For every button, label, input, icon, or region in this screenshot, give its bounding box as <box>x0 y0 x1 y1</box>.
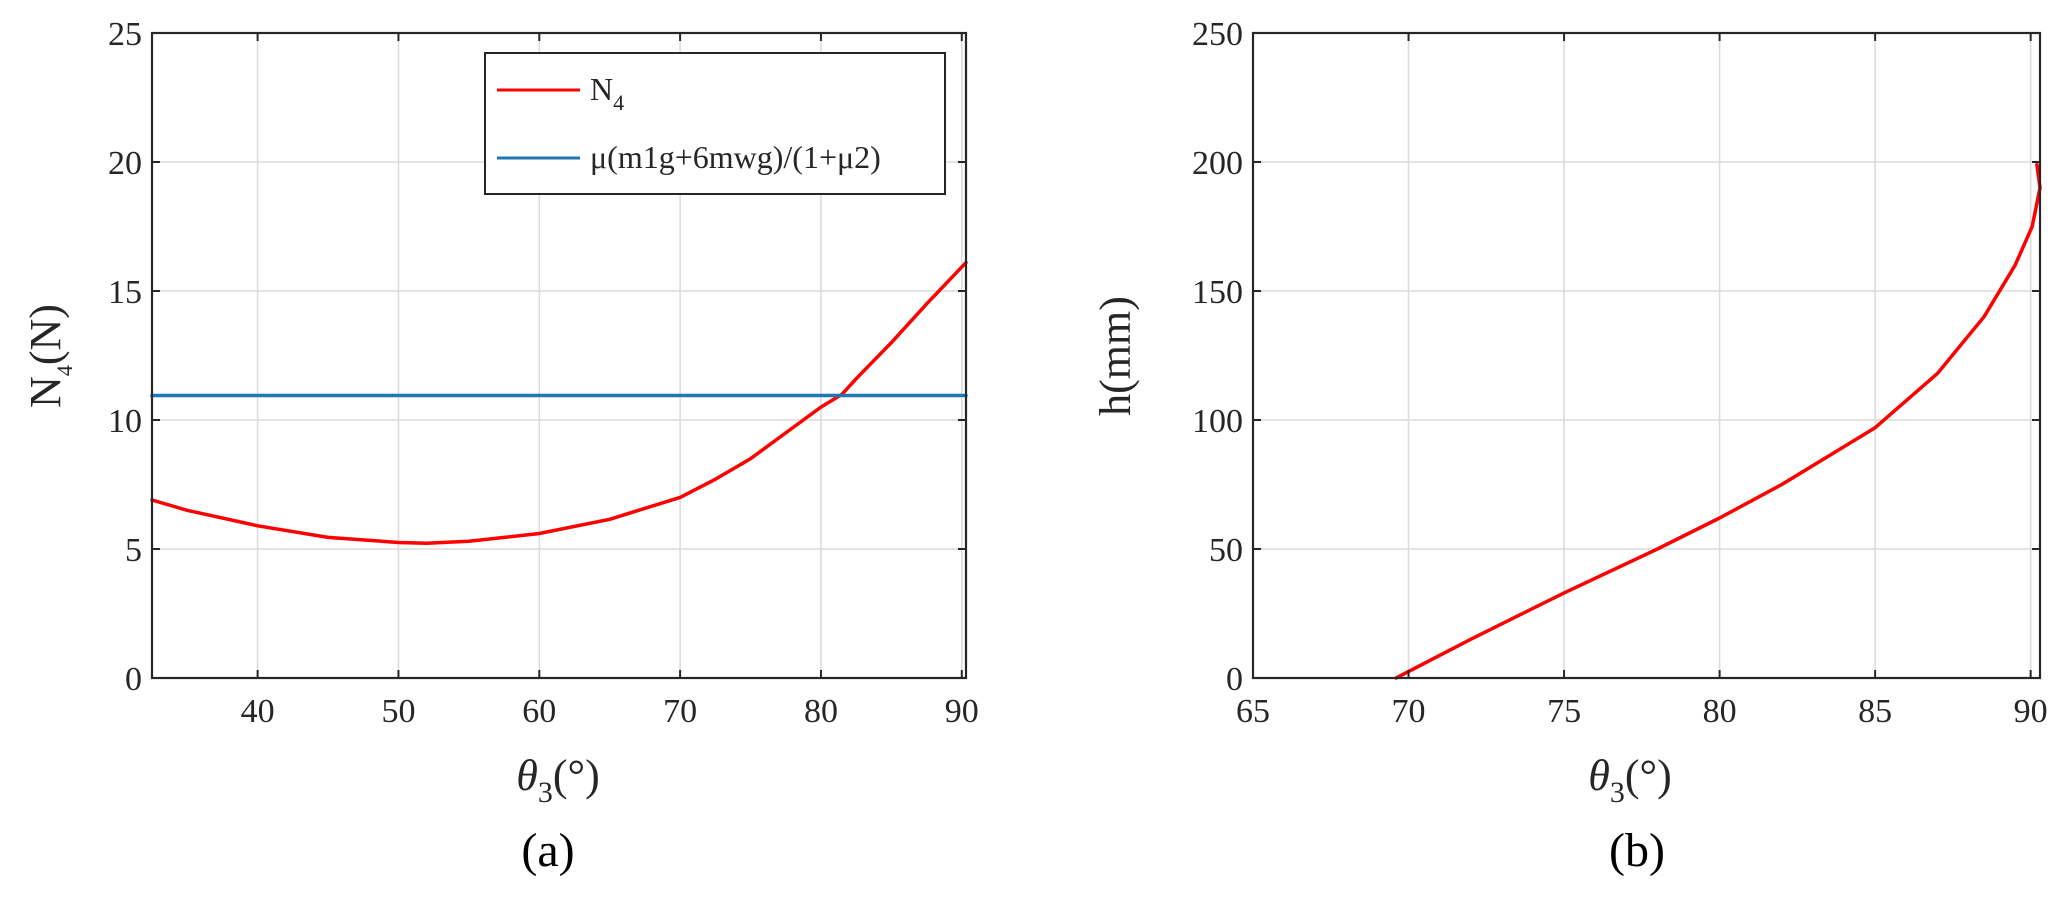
chart-a-y-tick-label: 20 <box>108 145 142 182</box>
chart-b-ticks: 65 70 75 80 85 90 0 50 100 150 200 250 <box>1192 16 2048 730</box>
chart-b-series <box>1394 162 2042 680</box>
chart-a-legend-entry-n4: N4 <box>590 71 624 115</box>
chart-b-x-tick-label: 70 <box>1392 693 1426 730</box>
chart-b-y-tick-label: 100 <box>1192 403 1243 440</box>
chart-b-x-tick-label: 65 <box>1236 693 1270 730</box>
chart-b-x-tick-label: 75 <box>1547 693 1581 730</box>
chart-a-series-line-0 <box>150 260 968 546</box>
chart-a-y-tick-label: 10 <box>108 403 142 440</box>
chart-b-y-tick-label: 200 <box>1192 145 1243 182</box>
chart-b-x-axis-label: θ3(°) <box>1588 751 1672 809</box>
chart-a-x-tick-label: 70 <box>663 693 697 730</box>
chart-a-legend-box <box>484 52 946 195</box>
chart-b-x-tick-label: 85 <box>1858 693 1892 730</box>
chart-a-legend-entry-threshold: μ(m1g+6mwg)/(1+μ2) <box>590 139 881 175</box>
chart-b-frame <box>1251 31 2042 680</box>
chart-b-gridlines <box>1253 33 2040 678</box>
chart-a-y-tick-label: 25 <box>108 16 142 53</box>
chart-b-panel-label: (b) <box>1609 824 1665 877</box>
chart-a-y-axis-label: N4(N) <box>21 304 77 408</box>
chart-a-x-tick-label: 40 <box>241 693 275 730</box>
chart-a-x-tick-label: 80 <box>804 693 838 730</box>
chart-a-frame <box>150 31 968 680</box>
chart-a-y-tick-label: 5 <box>125 532 142 569</box>
chart-b-series-line-0 <box>1394 162 2042 680</box>
chart-a-y-tick-label: 0 <box>125 661 142 698</box>
chart-b-x-tick-label: 80 <box>1703 693 1737 730</box>
chart-a-x-axis-label: θ3(°) <box>516 751 600 809</box>
chart-a-x-tick-label: 60 <box>522 693 556 730</box>
chart-b-y-tick-label: 50 <box>1209 532 1243 569</box>
chart-a-panel-label: (a) <box>521 824 574 877</box>
chart-a-ticks: 40 50 60 70 80 90 0 5 10 15 20 25 <box>108 16 979 730</box>
chart-a-x-tick-label: 50 <box>381 693 415 730</box>
chart-a-legend: N4 μ(m1g+6mwg)/(1+μ2) <box>484 52 946 195</box>
chart-a-x-tick-label: 90 <box>945 693 979 730</box>
chart-panel-a: 40 50 60 70 80 90 0 5 10 15 20 25 N4(N) θ3(°) (a) N… <box>21 16 979 877</box>
chart-a-series <box>150 260 968 546</box>
chart-b-y-tick-label: 250 <box>1192 16 1243 53</box>
chart-b-y-tick-label: 0 <box>1226 661 1243 698</box>
chart-b-y-tick-label: 150 <box>1192 274 1243 311</box>
chart-b-y-axis-label: h(mm) <box>1091 296 1140 416</box>
chart-b-x-tick-label: 90 <box>2014 693 2048 730</box>
chart-a-y-tick-label: 15 <box>108 274 142 311</box>
